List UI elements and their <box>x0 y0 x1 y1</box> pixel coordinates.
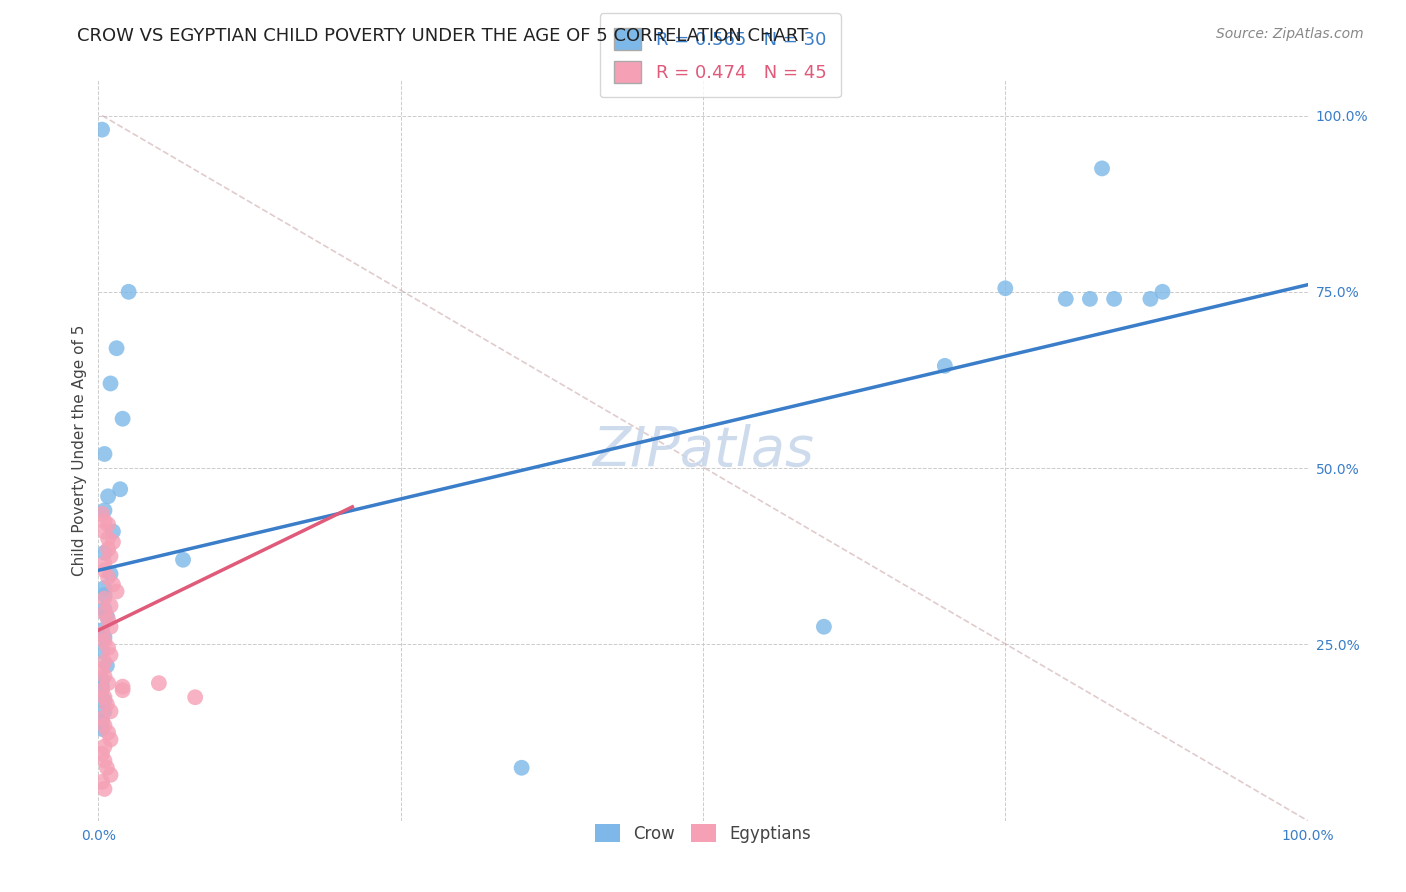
Point <box>93 606 115 620</box>
Point <box>93 588 115 602</box>
Point <box>1102 292 1125 306</box>
Point <box>93 690 115 705</box>
Point <box>118 285 141 299</box>
Point <box>1152 285 1174 299</box>
Point <box>108 482 131 496</box>
Point <box>93 633 115 648</box>
Point <box>93 546 115 560</box>
Point <box>93 630 115 644</box>
Point <box>97 725 120 739</box>
Point <box>105 341 128 355</box>
Point <box>93 591 115 606</box>
Point <box>97 676 120 690</box>
Point <box>101 524 124 539</box>
Point <box>100 376 122 391</box>
Point <box>91 122 114 136</box>
Point <box>96 658 118 673</box>
Point <box>96 609 118 624</box>
Point <box>91 644 114 658</box>
Point <box>93 581 115 595</box>
Point <box>97 570 120 584</box>
Point <box>111 683 134 698</box>
Point <box>91 722 114 736</box>
Text: Source: ZipAtlas.com: Source: ZipAtlas.com <box>1216 27 1364 41</box>
Point <box>1078 292 1101 306</box>
Point <box>97 640 120 655</box>
Y-axis label: Child Poverty Under the Age of 5: Child Poverty Under the Age of 5 <box>72 325 87 576</box>
Point <box>100 599 122 613</box>
Point <box>91 507 114 521</box>
Point <box>100 768 122 782</box>
Point <box>91 714 114 729</box>
Point <box>96 761 118 775</box>
Point <box>97 542 120 557</box>
Point <box>148 676 170 690</box>
Point <box>93 754 115 768</box>
Point <box>91 680 114 694</box>
Point <box>510 761 533 775</box>
Point <box>93 718 115 732</box>
Point <box>105 584 128 599</box>
Point <box>97 517 120 532</box>
Point <box>93 563 115 577</box>
Point <box>93 524 115 539</box>
Point <box>184 690 207 705</box>
Text: ZIPatlas: ZIPatlas <box>592 424 814 477</box>
Point <box>93 781 115 796</box>
Point <box>91 673 114 687</box>
Point <box>93 694 115 708</box>
Text: CROW VS EGYPTIAN CHILD POVERTY UNDER THE AGE OF 5 CORRELATION CHART: CROW VS EGYPTIAN CHILD POVERTY UNDER THE… <box>77 27 808 45</box>
Point <box>91 747 114 761</box>
Point <box>93 669 115 683</box>
Point <box>96 698 118 712</box>
Point <box>93 447 115 461</box>
Point <box>100 549 122 564</box>
Point <box>91 624 114 638</box>
Point <box>93 602 115 616</box>
Point <box>100 566 122 581</box>
Point <box>91 683 114 698</box>
Point <box>101 577 124 591</box>
Point <box>93 704 115 718</box>
Point <box>934 359 956 373</box>
Point <box>93 739 115 754</box>
Point <box>100 704 122 718</box>
Point <box>91 775 114 789</box>
Point <box>100 732 122 747</box>
Point <box>91 627 114 641</box>
Point <box>1091 161 1114 176</box>
Point <box>97 532 120 546</box>
Point <box>111 411 134 425</box>
Point <box>91 711 114 725</box>
Legend: Crow, Egyptians: Crow, Egyptians <box>588 817 818 849</box>
Point <box>1054 292 1077 306</box>
Point <box>93 556 115 570</box>
Point <box>93 655 115 669</box>
Point <box>994 281 1017 295</box>
Point <box>172 553 194 567</box>
Point <box>93 514 115 528</box>
Point <box>100 648 122 662</box>
Point <box>93 503 115 517</box>
Point <box>813 620 835 634</box>
Point <box>100 620 122 634</box>
Point <box>111 680 134 694</box>
Point <box>97 613 120 627</box>
Point <box>101 535 124 549</box>
Point <box>1139 292 1161 306</box>
Point <box>91 662 114 676</box>
Point <box>97 489 120 503</box>
